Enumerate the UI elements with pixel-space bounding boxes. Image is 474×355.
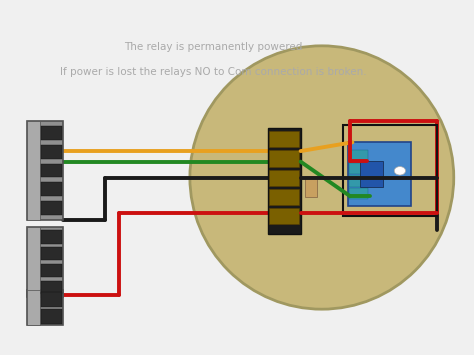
Bar [41, 182, 62, 196]
Bar [349, 188, 368, 200]
Bar [41, 201, 62, 215]
Text: The relay is permanently powered: The relay is permanently powered [124, 42, 302, 52]
Bar [41, 280, 62, 294]
Bar [349, 175, 368, 187]
Bar [27, 227, 40, 297]
Bar [41, 230, 62, 244]
Text: If power is lost the relays NO to Com connection is broken.: If power is lost the relays NO to Com co… [60, 67, 367, 77]
Bar [41, 247, 62, 260]
Bar [360, 161, 383, 187]
Bar [269, 170, 299, 186]
Bar [27, 290, 63, 326]
Bar [349, 150, 368, 161]
Bar [269, 131, 299, 147]
Bar [348, 142, 411, 206]
Bar [41, 309, 62, 324]
Bar [41, 126, 62, 140]
Bar [41, 264, 62, 277]
Ellipse shape [190, 46, 454, 309]
Bar [269, 208, 299, 224]
Bar [41, 145, 62, 159]
Bar [41, 164, 62, 178]
Bar [343, 125, 438, 216]
Circle shape [394, 166, 406, 175]
Bar [27, 227, 63, 297]
Bar [349, 163, 368, 174]
Bar [27, 290, 40, 326]
Bar [41, 292, 62, 307]
Bar [27, 121, 40, 220]
Bar [27, 121, 63, 220]
Bar [268, 128, 301, 234]
Bar [269, 189, 299, 205]
Bar [269, 151, 299, 166]
Bar [305, 176, 317, 197]
